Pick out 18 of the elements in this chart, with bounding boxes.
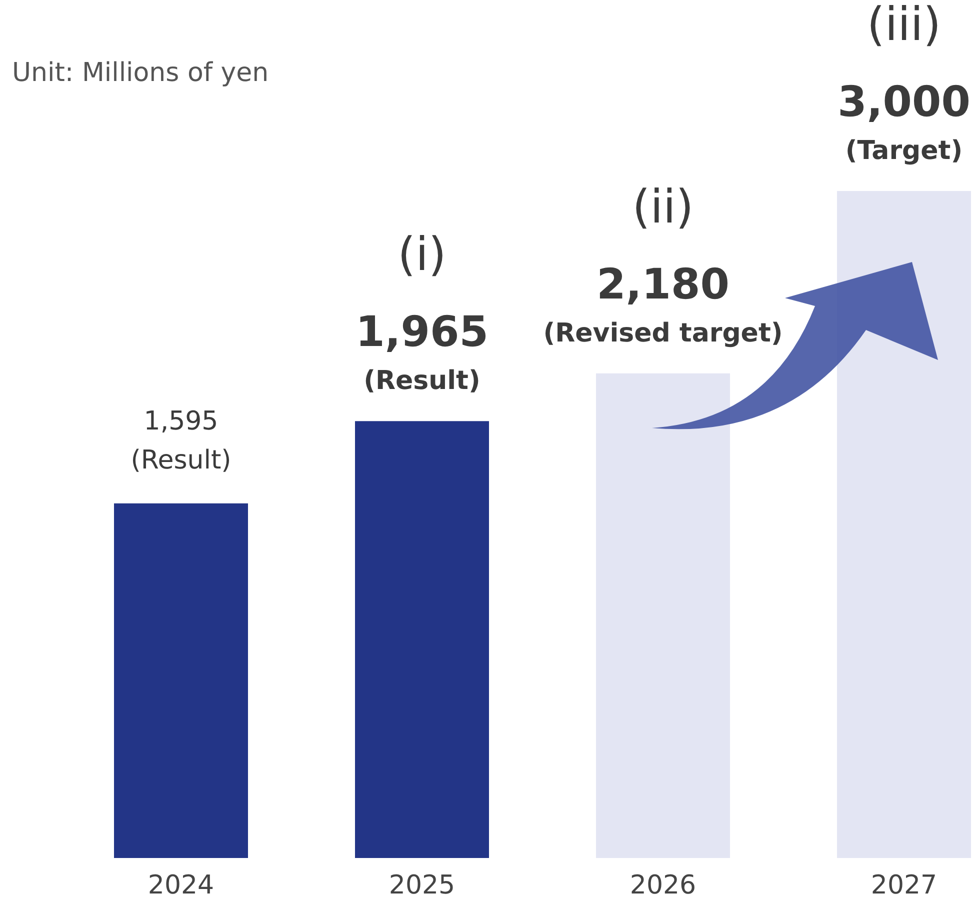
text: (iii) [866,0,942,51]
bar [114,503,248,858]
annotation: (Target) [845,136,963,166]
x-tick-label: 2025 [388,870,456,900]
bar [355,421,489,858]
annotation: (i) [398,227,446,282]
annotation: (Revised target) [543,318,783,348]
annotation: (Result) [130,445,232,476]
data-label: 1,595 [144,406,218,436]
data-label: 1,965 [356,307,488,356]
x-tick-label: 2027 [870,870,938,900]
chart-title: Unit: Millions of yen [12,58,269,88]
data-label: 2,180 [596,259,730,308]
annotation: (Result) [364,366,480,396]
data-label: 3,000 [838,77,970,126]
x-tick-label: 2026 [630,870,696,900]
x-tick-label: 2024 [148,870,214,900]
annotation: (ii) [632,179,694,234]
